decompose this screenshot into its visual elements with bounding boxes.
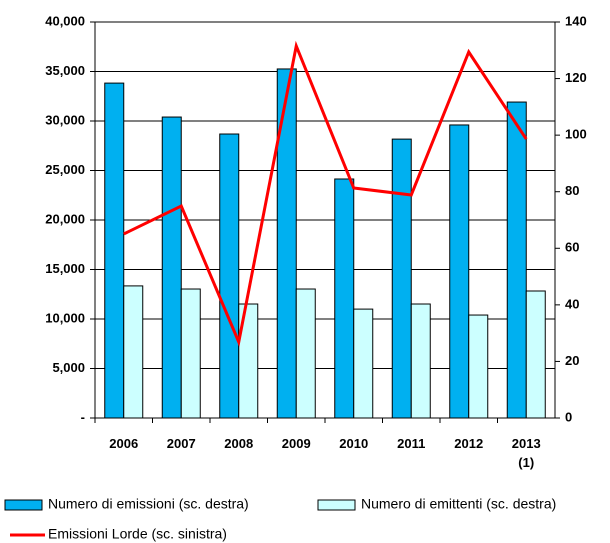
x-tick-label: 2006 (109, 436, 139, 451)
bar (295, 288, 316, 419)
bar (180, 288, 201, 419)
y-tick-label: 40,000 (45, 13, 85, 28)
bar (449, 124, 470, 419)
y-tick-label: 25,000 (45, 162, 85, 177)
y2-tick-label: 0 (565, 409, 572, 424)
bar (468, 314, 489, 419)
x-tick-label: 2009 (281, 436, 311, 451)
legend-label: Emissioni Lorde (sc. sinistra) (48, 526, 227, 542)
y-tick-label: 10,000 (45, 310, 85, 325)
x-tick-label: 2008 (224, 436, 254, 451)
bar (123, 285, 144, 419)
x-tick-label: 2012 (454, 436, 484, 451)
bar (161, 116, 182, 419)
legend-swatch (4, 499, 43, 511)
legend-label: Numero di emittenti (sc. destra) (361, 496, 556, 512)
y2-tick-label: 40 (565, 296, 579, 311)
bar (506, 101, 527, 419)
y-tick-label: 20,000 (45, 211, 85, 226)
y2-tick-label: 100 (565, 127, 587, 142)
bar (353, 308, 374, 419)
x-tick-label: 2013 (1) (511, 436, 541, 470)
y-tick-label: 15,000 (45, 261, 85, 276)
y2-tick-label: 80 (565, 183, 579, 198)
bar (391, 138, 412, 419)
x-tick-label: 2007 (166, 436, 196, 451)
y-tick-label: 30,000 (45, 112, 85, 127)
bar (525, 290, 546, 419)
legend-swatch (317, 499, 356, 511)
bar (104, 82, 125, 419)
x-tick-label: 2011 (397, 436, 426, 451)
y-tick-label: 35,000 (45, 63, 85, 78)
y2-tick-label: 120 (565, 70, 587, 85)
y-tick-label: - (81, 409, 85, 424)
x-tick-label: 2010 (339, 436, 369, 451)
y-tick-label: 5,000 (52, 360, 85, 375)
bar (219, 133, 240, 419)
bar (410, 303, 431, 419)
line (123, 40, 528, 348)
bar (334, 178, 355, 419)
y2-tick-label: 140 (565, 13, 587, 28)
y2-tick-label: 60 (565, 240, 579, 255)
y2-tick-label: 20 (565, 353, 579, 368)
legend-label: Numero di emissioni (sc. destra) (48, 496, 249, 512)
